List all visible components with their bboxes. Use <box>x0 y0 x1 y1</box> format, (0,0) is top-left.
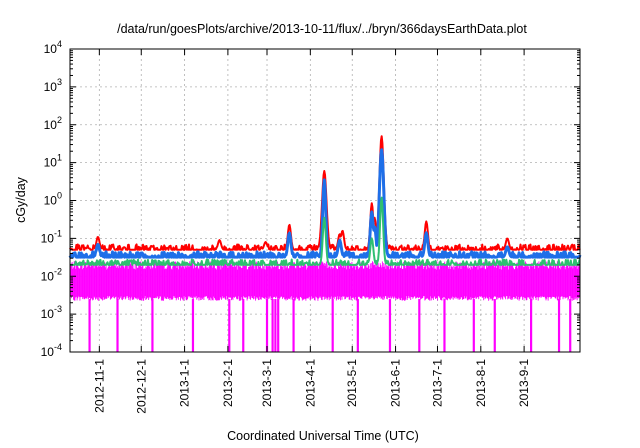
x-tick-label: 2013-7-1 <box>430 359 444 407</box>
y-tick-label: 102 <box>44 115 62 132</box>
y-axis: 10-4 10-3 10-2 10-1 100 101 102 103 104 <box>41 39 580 359</box>
y-tick-label: 101 <box>44 153 62 170</box>
x-axis-label: Coordinated Universal Time (UTC) <box>227 429 419 443</box>
series-2 <box>69 196 581 266</box>
x-tick-label: 2013-4-1 <box>303 359 317 407</box>
x-tick-label: 2013-6-1 <box>389 359 403 407</box>
plot-title: /data/run/goesPlots/archive/2013-10-11/f… <box>117 22 527 36</box>
x-tick-label: 2013-2-1 <box>221 359 235 407</box>
y-tick-label: 10-3 <box>41 304 62 321</box>
x-tick-label: 2012-11-1 <box>92 359 106 413</box>
x-tick-label: 2013-9-1 <box>517 359 531 407</box>
x-tick-label: 2013-5-1 <box>345 359 359 407</box>
x-tick-label: 2012-12-1 <box>134 359 148 414</box>
y-tick-label: 103 <box>44 77 62 94</box>
x-tick-label: 2013-8-1 <box>474 359 488 407</box>
series-line <box>68 148 582 259</box>
y-tick-label: 10-4 <box>41 342 62 359</box>
y-tick-label: 104 <box>44 39 62 56</box>
y-tick-label: 10-1 <box>41 228 62 245</box>
grid-lines <box>70 49 580 352</box>
y-tick-label: 100 <box>44 191 62 208</box>
series-line <box>69 135 581 251</box>
series-layer <box>68 135 582 352</box>
series-0 <box>69 135 581 251</box>
y-axis-label: cGy/day <box>14 176 28 223</box>
x-tick-label: 2013-3-1 <box>260 359 274 407</box>
x-axis: 2012-11-1 2012-12-1 2013-1-1 2013-2-1 2013-3… <box>92 49 531 414</box>
series-1 <box>68 148 582 259</box>
series-3 <box>69 261 581 352</box>
x-tick-label: 2013-1-1 <box>178 359 192 407</box>
y-tick-label: 10-2 <box>41 266 62 283</box>
series-line <box>69 196 581 266</box>
